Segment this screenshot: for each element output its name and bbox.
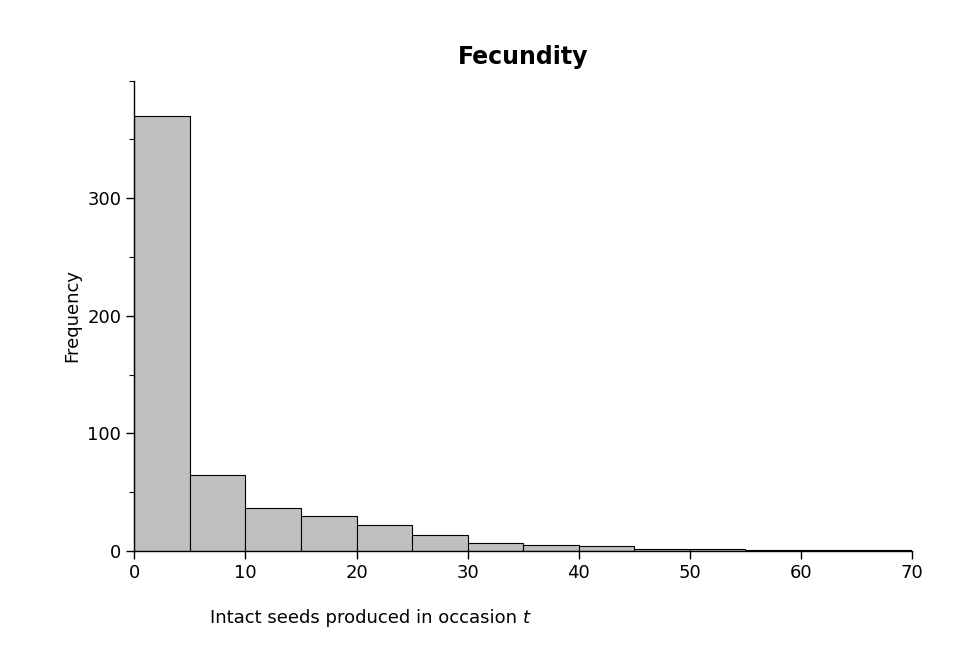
- Bar: [468, 543, 523, 551]
- Bar: [635, 548, 690, 551]
- Y-axis label: Frequency: Frequency: [63, 269, 82, 362]
- Bar: [745, 550, 801, 551]
- Bar: [523, 545, 579, 551]
- Bar: [412, 535, 468, 551]
- Bar: [579, 546, 635, 551]
- Bar: [690, 548, 745, 551]
- Bar: [301, 516, 356, 551]
- Bar: [134, 116, 190, 551]
- Bar: [856, 550, 912, 551]
- Title: Fecundity: Fecundity: [458, 45, 588, 69]
- Text: Intact seeds produced in occasion: Intact seeds produced in occasion: [210, 610, 523, 627]
- Bar: [190, 474, 246, 551]
- Bar: [246, 507, 301, 551]
- Bar: [356, 526, 412, 551]
- Text: t: t: [523, 610, 530, 627]
- Bar: [801, 550, 856, 551]
